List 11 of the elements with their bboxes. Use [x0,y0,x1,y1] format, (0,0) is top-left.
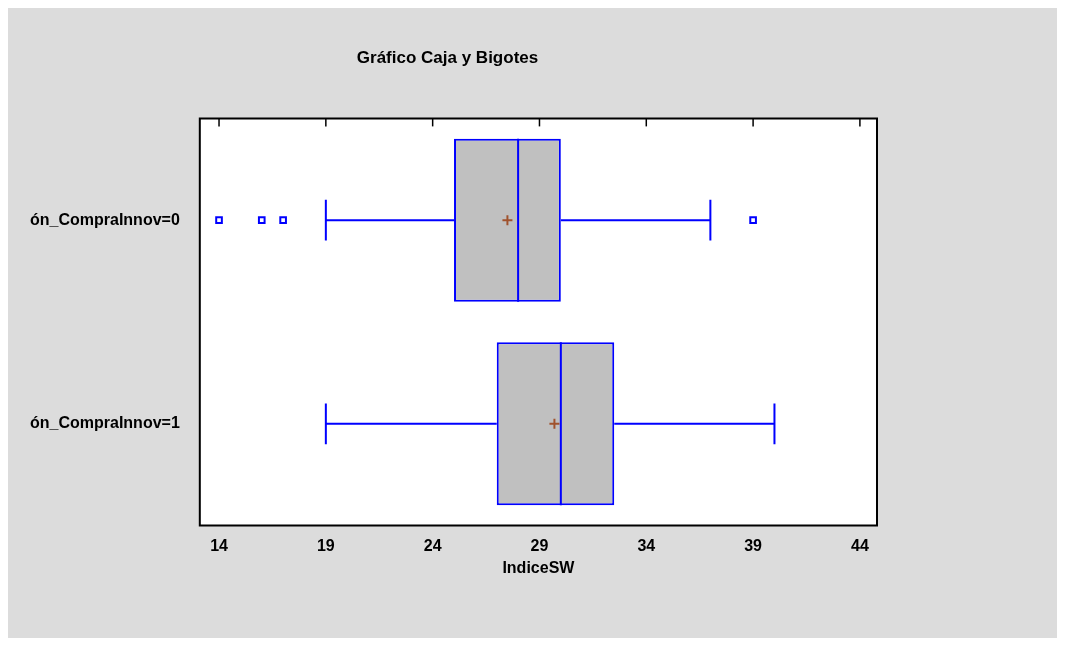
chart-title: Gráfico Caja y Bigotes [356,47,539,67]
x-tick-label: 19 [316,536,335,554]
x-tick-label: 24 [423,536,442,554]
x-tick-label: 29 [530,536,549,554]
x-tick-label: 39 [744,536,763,554]
y-tick-label: ón_CompraInnov=0 [29,210,180,228]
x-tick-label: 34 [637,536,656,554]
x-tick-label: 14 [210,536,229,554]
x-tick-label: 44 [851,536,869,554]
x-axis-title: IndiceSW [502,558,576,576]
y-tick-label: ón_CompraInnov=1 [29,414,180,432]
